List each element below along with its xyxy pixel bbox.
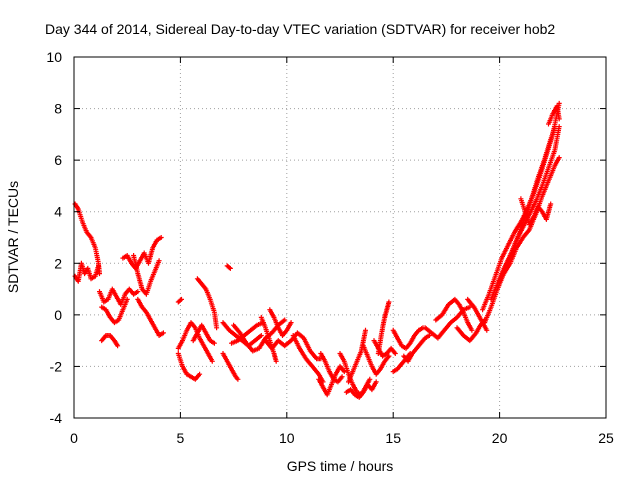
data-series: [390, 325, 426, 351]
data-marker: [401, 333, 432, 364]
data-marker: [267, 307, 294, 338]
plot-frame: [73, 56, 607, 419]
data-marker: [518, 196, 554, 228]
data-marker: [72, 260, 101, 284]
data-marker: [371, 338, 398, 359]
data-series: [72, 201, 102, 277]
data-marker: [318, 351, 345, 385]
data-marker: [99, 296, 130, 326]
data-marker: [175, 351, 203, 382]
data-marker: [375, 299, 392, 356]
data-series: [360, 343, 392, 377]
data-series: [465, 296, 490, 333]
data-marker: [343, 379, 379, 400]
axis-ticks: 0 5 10 15 20 25 -4 -2 0 2 4 6 8 10: [46, 49, 614, 446]
data-marker: [224, 263, 233, 271]
y-tick-label: -4: [50, 410, 63, 426]
data-marker: [97, 286, 141, 307]
data-marker: [194, 276, 220, 331]
data-series: [401, 333, 432, 364]
data-series: [290, 333, 326, 385]
data-series: [482, 155, 562, 326]
x-tick-label: 0: [70, 430, 78, 446]
data-marker: [263, 330, 324, 362]
data-series: [175, 296, 184, 305]
data-series: [318, 351, 345, 385]
data-series: [224, 263, 233, 271]
x-tick-label: 10: [279, 430, 295, 446]
y-axis-label: SDTVAR / TECUs: [5, 181, 21, 293]
data-series: [220, 351, 241, 382]
data-points: [72, 100, 562, 400]
data-series: [518, 196, 554, 228]
data-series: [99, 296, 130, 326]
data-marker: [546, 103, 562, 127]
x-tick-label: 25: [598, 430, 614, 446]
y-tick-label: 6: [54, 152, 62, 168]
data-marker: [131, 253, 162, 297]
y-tick-label: 4: [54, 204, 62, 220]
x-tick-label: 5: [177, 430, 185, 446]
data-marker: [290, 333, 326, 385]
data-series: [316, 363, 347, 398]
data-series: [72, 260, 101, 284]
grid-lines: [74, 57, 606, 418]
data-marker: [175, 296, 184, 305]
data-series: [267, 307, 294, 338]
data-series: [546, 103, 562, 127]
data-series: [175, 351, 203, 382]
data-series: [99, 333, 121, 349]
data-series: [433, 296, 475, 333]
data-series: [190, 322, 217, 346]
data-series: [375, 299, 392, 356]
y-tick-label: 2: [54, 255, 62, 271]
y-tick-label: 10: [46, 49, 62, 65]
chart-title: Day 344 of 2014, Sidereal Day-to-day VTE…: [45, 21, 555, 37]
y-tick-label: -2: [50, 358, 63, 374]
x-tick-label: 20: [492, 430, 508, 446]
data-marker: [190, 322, 217, 346]
y-tick-label: 8: [54, 101, 62, 117]
data-marker: [482, 155, 562, 326]
data-marker: [390, 325, 426, 351]
x-tick-label: 15: [385, 430, 401, 446]
data-series: [343, 379, 379, 400]
data-marker: [360, 343, 392, 377]
data-series: [371, 338, 398, 359]
data-series: [263, 330, 324, 362]
data-marker: [465, 296, 490, 333]
data-series: [194, 276, 220, 331]
data-marker: [316, 363, 347, 398]
x-axis-label: GPS time / hours: [287, 458, 394, 474]
data-series: [131, 253, 162, 297]
data-marker: [135, 296, 166, 338]
data-series: [97, 286, 141, 307]
data-marker: [220, 351, 241, 382]
data-marker: [72, 201, 102, 277]
y-tick-label: 0: [54, 307, 62, 323]
data-series: [135, 296, 166, 338]
data-marker: [433, 296, 475, 333]
data-marker: [99, 333, 121, 349]
